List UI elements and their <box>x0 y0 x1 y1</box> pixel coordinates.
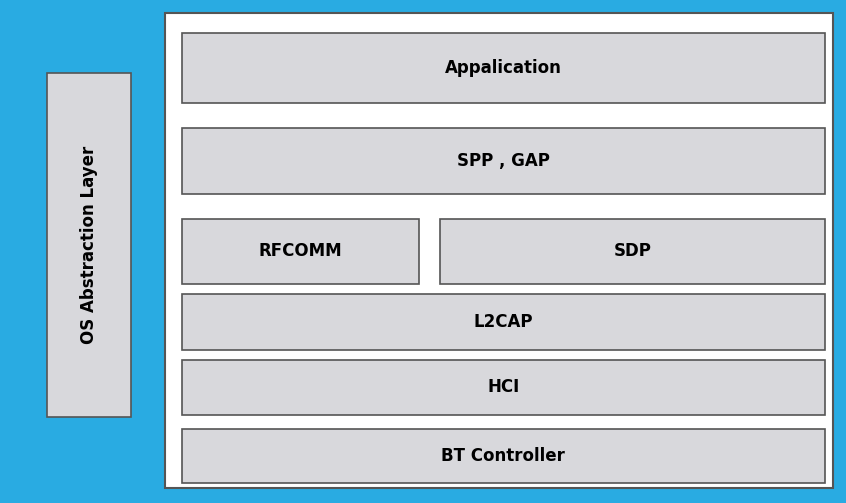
Bar <box>440 219 825 284</box>
Bar <box>182 128 825 194</box>
Text: RFCOMM: RFCOMM <box>259 242 342 261</box>
Text: SDP: SDP <box>613 242 651 261</box>
Bar <box>182 429 825 483</box>
Bar <box>182 219 419 284</box>
Text: OS Abstraction Layer: OS Abstraction Layer <box>80 146 98 345</box>
Text: HCI: HCI <box>487 378 519 396</box>
Text: SPP , GAP: SPP , GAP <box>457 152 550 170</box>
Text: Appalication: Appalication <box>445 59 562 77</box>
Text: BT Controller: BT Controller <box>442 447 565 465</box>
Bar <box>47 73 131 417</box>
Bar <box>182 33 825 103</box>
Bar <box>182 294 825 350</box>
Bar <box>182 360 825 415</box>
Text: L2CAP: L2CAP <box>474 313 533 331</box>
Bar <box>165 13 833 488</box>
